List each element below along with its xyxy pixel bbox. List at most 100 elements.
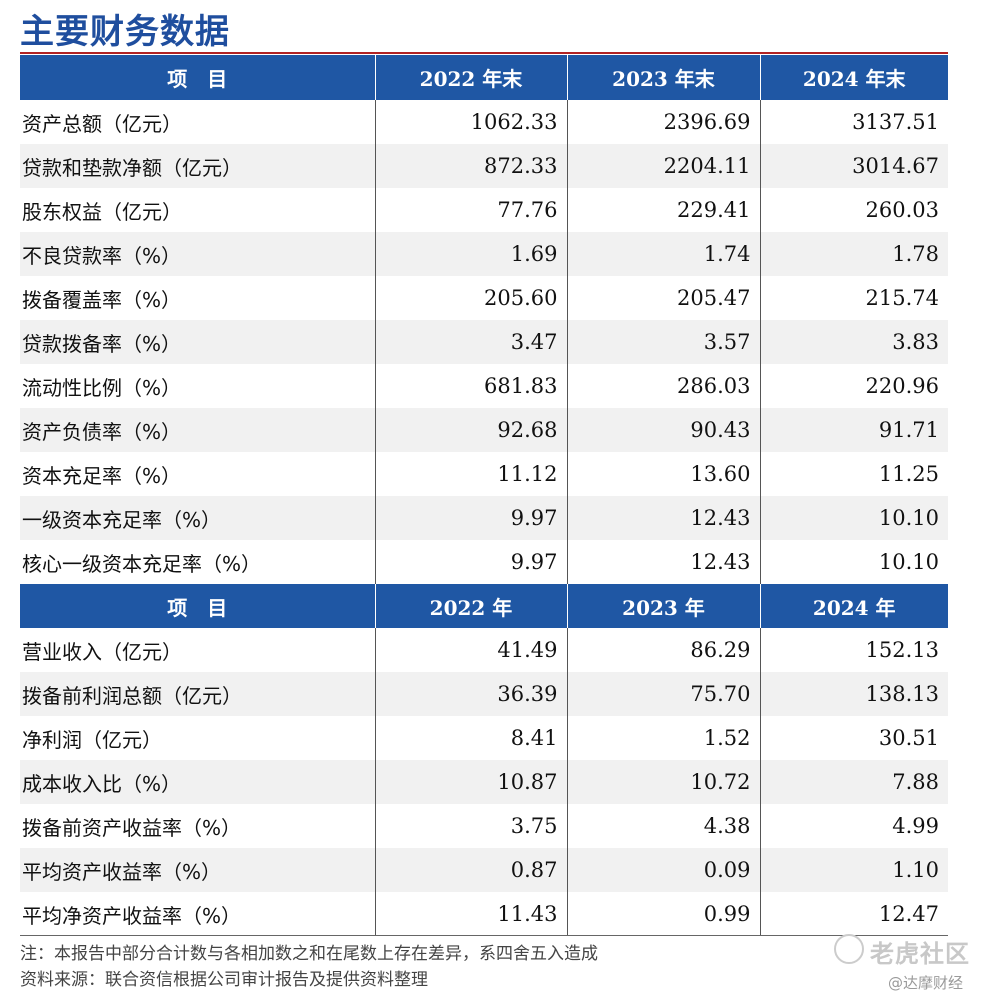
header-2023: 2023 年末 (567, 55, 761, 100)
row-label: 拨备前资产收益率（%） (20, 804, 376, 848)
value-2024: 215.74 (865, 286, 939, 310)
row-label: 贷款拨备率（%） (20, 320, 376, 364)
row-label: 拨备前利润总额（亿元） (20, 672, 376, 716)
value-2022: 1062.33 (375, 100, 568, 144)
value-2024: 91.71 (760, 408, 948, 452)
value-2023: 12.43 (567, 496, 761, 540)
footnote: 注：本报告中部分合计数与各相加数之和在尾数上存在差异，系四舍五入造成 (20, 944, 598, 964)
table-row: 平均净资产收益率（%） 11.43 0.99 12.47 (20, 892, 948, 936)
value-2023: 3.57 (567, 320, 761, 364)
table-row: 贷款和垫款净额（亿元） 872.33 2204.11 3014.67 (20, 144, 948, 188)
header-item: 项 目 (20, 584, 376, 628)
value-2024: 11.25 (878, 462, 939, 486)
table-bottom-rule (20, 935, 948, 936)
value-2022: 1.69 (375, 232, 568, 276)
value-2022: 11.12 (375, 452, 568, 496)
table-row: 股东权益（亿元） 77.76 229.41 260.03 (20, 188, 948, 232)
value-2024: 10.10 (760, 496, 948, 540)
value-2023: 229.41 (567, 188, 761, 232)
value-2024: 1.78 (760, 232, 948, 276)
row-label: 核心一级资本充足率（%） (20, 540, 376, 584)
row-label: 资产负债率（%） (20, 408, 376, 452)
watermark-tiger: 老虎社区 (870, 940, 970, 968)
value-2024: 1.10 (760, 848, 948, 892)
value-2024: 3014.67 (760, 144, 948, 188)
value-2023: 1.52 (567, 716, 761, 760)
value-2022: 872.33 (375, 144, 568, 188)
value-2024: 3.83 (760, 320, 948, 364)
table-row: 净利润（亿元） 8.41 1.52 30.51 (20, 716, 948, 760)
row-label: 平均资产收益率（%） (20, 848, 376, 892)
value-2022: 3.47 (375, 320, 568, 364)
value-2022: 77.76 (375, 188, 568, 232)
watermark-damo: @达摩财经 (888, 974, 964, 992)
value-2022: 9.97 (375, 540, 568, 584)
value-2024: 4.99 (892, 814, 939, 838)
value-2022: 8.41 (375, 716, 568, 760)
value-2023: 0.99 (567, 892, 761, 936)
row-label: 资本充足率（%） (20, 452, 376, 496)
table-row: 平均资产收益率（%） 0.87 0.09 1.10 (20, 848, 948, 892)
value-2024: 30.51 (878, 726, 939, 750)
value-2022: 92.68 (375, 408, 568, 452)
value-2024: 152.13 (865, 638, 939, 662)
row-label: 净利润（亿元） (20, 716, 376, 760)
title-divider (20, 52, 948, 54)
header-item: 项 目 (20, 55, 376, 100)
value-2022: 9.97 (375, 496, 568, 540)
value-2022: 41.49 (375, 628, 568, 672)
balance-sheet-table: 项 目 2022 年末 2023 年末 2024 年末 资产总额（亿元） 1062… (20, 55, 948, 584)
table-header-row: 项 目 2022 年 2023 年 2024 年 (20, 584, 948, 628)
value-2023: 75.70 (567, 672, 761, 716)
value-2024: 260.03 (865, 198, 939, 222)
row-label: 营业收入（亿元） (20, 628, 376, 672)
row-label: 流动性比例（%） (20, 364, 376, 408)
table-row: 资产总额（亿元） 1062.33 2396.69 3137.51 (20, 100, 948, 144)
table-row: 营业收入（亿元） 41.49 86.29 152.13 (20, 628, 948, 672)
value-2022: 681.83 (375, 364, 568, 408)
table-row: 成本收入比（%） 10.87 10.72 7.88 (20, 760, 948, 804)
source-note: 资料来源：联合资信根据公司审计报告及提供资料整理 (20, 970, 428, 990)
value-2023: 2204.11 (567, 144, 761, 188)
table-header-row: 项 目 2022 年末 2023 年末 2024 年末 (20, 55, 948, 100)
row-label: 股东权益（亿元） (20, 188, 376, 232)
table-row: 拨备前资产收益率（%） 3.75 4.38 4.99 (20, 804, 948, 848)
value-2022: 205.60 (375, 276, 568, 320)
tiger-logo-icon (834, 934, 864, 964)
value-2023: 1.74 (567, 232, 761, 276)
header-2024: 2024 年末 (760, 55, 948, 100)
row-label: 成本收入比（%） (20, 760, 376, 804)
table-row: 资产负债率（%） 92.68 90.43 91.71 (20, 408, 948, 452)
table-row: 一级资本充足率（%） 9.97 12.43 10.10 (20, 496, 948, 540)
value-2024: 220.96 (865, 374, 939, 398)
row-label: 资产总额（亿元） (20, 100, 376, 144)
value-2023: 2396.69 (567, 100, 761, 144)
page-title: 主要财务数据 (20, 12, 230, 52)
value-2024: 7.88 (760, 760, 948, 804)
row-label: 一级资本充足率（%） (20, 496, 376, 540)
value-2022: 0.87 (375, 848, 568, 892)
value-2024: 10.10 (878, 550, 939, 574)
header-2024: 2024 年 (760, 584, 948, 628)
value-2023: 4.38 (567, 804, 761, 848)
income-table: 项 目 2022 年 2023 年 2024 年 营业收入（亿元） 41.49 86… (20, 584, 948, 936)
table-row: 不良贷款率（%） 1.69 1.74 1.78 (20, 232, 948, 276)
value-2023: 86.29 (567, 628, 761, 672)
table-row: 流动性比例（%） 681.83 286.03 220.96 (20, 364, 948, 408)
value-2024: 138.13 (760, 672, 948, 716)
header-2022: 2022 年 (375, 584, 568, 628)
row-label: 不良贷款率（%） (20, 232, 376, 276)
header-2022: 2022 年末 (375, 55, 568, 100)
row-label: 平均净资产收益率（%） (20, 892, 376, 936)
table-row: 拨备前利润总额（亿元） 36.39 75.70 138.13 (20, 672, 948, 716)
table-row: 拨备覆盖率（%） 205.60 205.47 215.74 (20, 276, 948, 320)
row-label: 拨备覆盖率（%） (20, 276, 376, 320)
value-2023: 13.60 (567, 452, 761, 496)
value-2023: 0.09 (567, 848, 761, 892)
header-2023: 2023 年 (567, 584, 761, 628)
value-2023: 205.47 (567, 276, 761, 320)
value-2022: 10.87 (375, 760, 568, 804)
value-2023: 10.72 (567, 760, 761, 804)
value-2023: 90.43 (567, 408, 761, 452)
value-2024: 12.47 (878, 902, 939, 926)
